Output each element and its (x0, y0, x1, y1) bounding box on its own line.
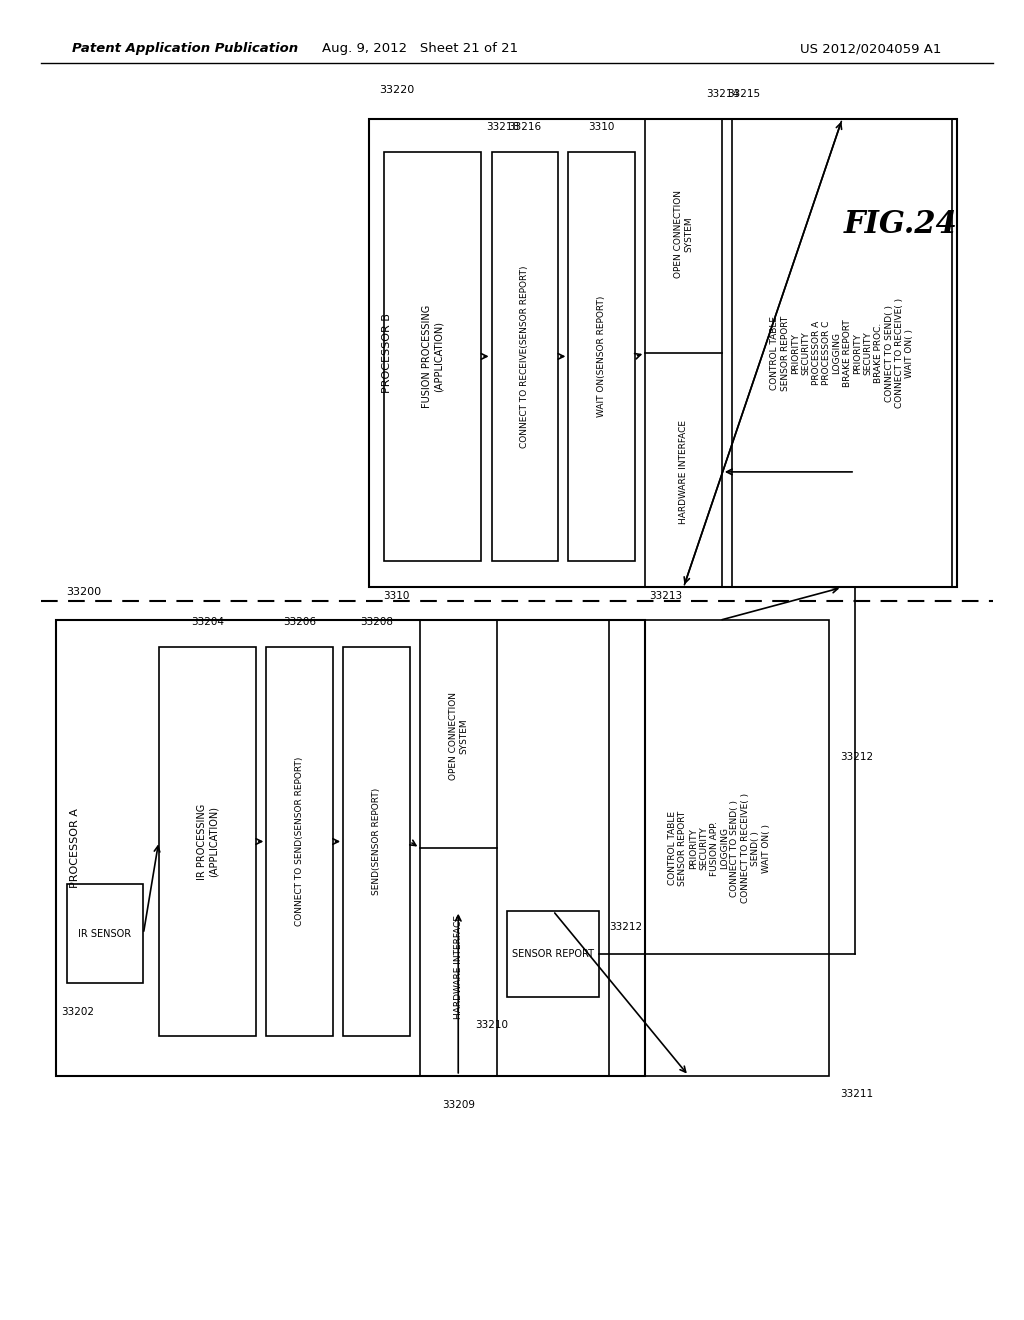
Text: FIG.24: FIG.24 (844, 209, 958, 240)
Text: 33208: 33208 (359, 616, 393, 627)
Text: IR PROCESSING
(APPLICATION): IR PROCESSING (APPLICATION) (197, 804, 218, 879)
Text: OPEN CONNECTION
SYSTEM: OPEN CONNECTION SYSTEM (449, 692, 468, 780)
Text: 33209: 33209 (441, 1100, 475, 1110)
Text: 33214: 33214 (707, 88, 739, 99)
Text: 33218: 33218 (486, 121, 519, 132)
Text: 3310: 3310 (589, 121, 614, 132)
Text: 33212: 33212 (840, 752, 872, 762)
Text: 33204: 33204 (190, 616, 224, 627)
Text: HARDWARE INTERFACE: HARDWARE INTERFACE (679, 420, 688, 524)
Text: HARDWARE INTERFACE: HARDWARE INTERFACE (454, 915, 463, 1019)
Text: CONNECT TO RECEIVE(SENSOR REPORT): CONNECT TO RECEIVE(SENSOR REPORT) (520, 265, 529, 447)
Text: CONNECT TO SEND(SENSOR REPORT): CONNECT TO SEND(SENSOR REPORT) (295, 756, 304, 927)
Bar (369, 119, 957, 587)
Bar (609, 620, 829, 1076)
Text: 33210: 33210 (475, 1020, 508, 1031)
Text: PROCESSOR B: PROCESSOR B (382, 313, 392, 393)
Bar (507, 911, 599, 997)
Text: 33212: 33212 (609, 923, 642, 932)
Text: US 2012/0204059 A1: US 2012/0204059 A1 (800, 42, 941, 55)
Bar (343, 647, 410, 1036)
Text: 3310: 3310 (383, 590, 410, 601)
Text: 33206: 33206 (283, 616, 316, 627)
Text: 33216: 33216 (508, 121, 542, 132)
Bar (384, 152, 481, 561)
Text: 33202: 33202 (61, 1007, 94, 1018)
Text: FUSION PROCESSING
(APPLICATION): FUSION PROCESSING (APPLICATION) (422, 305, 443, 408)
Text: 33215: 33215 (727, 88, 760, 99)
Text: 33200: 33200 (67, 586, 101, 597)
Text: CONTROL TABLE
SENSOR REPORT
PRIORITY
SECURITY
PROCESSOR A
PROCESSOR C
LOGGING
BR: CONTROL TABLE SENSOR REPORT PRIORITY SEC… (770, 298, 914, 408)
Text: 33213: 33213 (649, 590, 682, 601)
Text: OPEN CONNECTION
SYSTEM: OPEN CONNECTION SYSTEM (674, 190, 693, 279)
Bar (420, 620, 497, 1076)
Text: IR SENSOR: IR SENSOR (79, 929, 131, 939)
Text: Aug. 9, 2012   Sheet 21 of 21: Aug. 9, 2012 Sheet 21 of 21 (322, 42, 518, 55)
Text: 33220: 33220 (379, 84, 414, 95)
Bar (568, 152, 635, 561)
Bar (732, 119, 952, 587)
Bar (266, 647, 333, 1036)
Text: WAIT ON(SENSOR REPORT): WAIT ON(SENSOR REPORT) (597, 296, 606, 417)
Text: SENSOR REPORT: SENSOR REPORT (512, 949, 594, 958)
Bar (492, 152, 558, 561)
Text: 33211: 33211 (840, 1089, 872, 1100)
Text: Patent Application Publication: Patent Application Publication (72, 42, 298, 55)
Bar (159, 647, 256, 1036)
Bar (645, 119, 722, 587)
Text: SEND(SENSOR REPORT): SEND(SENSOR REPORT) (372, 788, 381, 895)
Bar (56, 620, 645, 1076)
Bar (67, 884, 143, 983)
Text: PROCESSOR A: PROCESSOR A (70, 808, 80, 888)
Text: CONTROL TABLE
SENSOR REPORT
PRIORITY
SECURITY
FUSION APP.
LOGGING
CONNECT TO SEN: CONTROL TABLE SENSOR REPORT PRIORITY SEC… (668, 793, 771, 903)
